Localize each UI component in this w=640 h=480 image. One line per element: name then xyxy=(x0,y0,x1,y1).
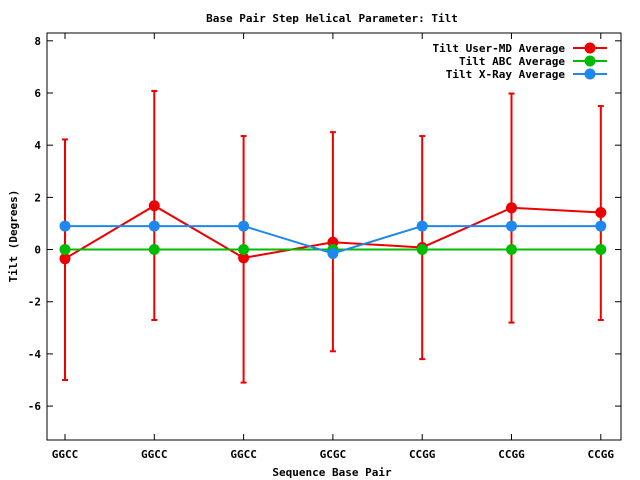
legend-label: Tilt X-Ray Average xyxy=(446,68,566,81)
data-point xyxy=(506,220,517,232)
data-point xyxy=(506,244,517,256)
data-point xyxy=(238,220,250,232)
data-point xyxy=(148,244,160,256)
x-tick-label: GGCC xyxy=(52,448,79,461)
x-tick-label: GGCC xyxy=(141,448,168,461)
data-point xyxy=(238,252,250,264)
y-tick-label: -2 xyxy=(28,296,41,309)
y-tick-label: 4 xyxy=(34,139,41,152)
y-tick-label: 8 xyxy=(34,35,41,48)
data-point xyxy=(595,206,607,218)
x-tick-label: CCGG xyxy=(588,448,615,461)
legend-swatch-marker xyxy=(584,55,596,67)
data-point xyxy=(59,244,71,256)
x-tick-label: CCGG xyxy=(409,448,436,461)
data-point xyxy=(506,202,517,214)
legend-swatch-marker xyxy=(584,68,596,80)
y-tick-label: 0 xyxy=(34,244,41,257)
x-tick-label: CCGG xyxy=(498,448,525,461)
axis-ticks: -6 -4 -2 0 2 4 6 8 GGCC GGCC GGCC GCGC CCGG CCGG CCGG xyxy=(28,33,621,461)
legend-label: Tilt ABC Average xyxy=(459,55,565,68)
data-point xyxy=(59,220,71,232)
plot-frame xyxy=(46,32,622,441)
data-point xyxy=(148,200,160,212)
series-lines xyxy=(59,200,607,265)
data-point xyxy=(595,244,607,256)
y-tick-label: -6 xyxy=(28,400,42,413)
legend-label: Tilt User-MD Average xyxy=(433,42,566,55)
data-point xyxy=(416,220,428,232)
data-point xyxy=(416,244,428,256)
y-axis-label: Tilt (Degrees) xyxy=(7,190,20,283)
y-tick-label: 2 xyxy=(34,191,41,204)
legend-swatch-marker xyxy=(584,42,596,54)
data-point xyxy=(148,220,160,232)
y-tick-label: -4 xyxy=(28,348,42,361)
y-tick-label: 6 xyxy=(34,87,41,100)
data-point xyxy=(595,220,607,232)
chart-title: Base Pair Step Helical Parameter: Tilt xyxy=(206,12,458,25)
data-point xyxy=(59,253,71,265)
x-tick-label: GGCC xyxy=(230,448,257,461)
data-point xyxy=(238,244,250,256)
x-tick-label: GCGC xyxy=(320,448,347,461)
data-point xyxy=(327,247,339,259)
x-axis-label: Sequence Base Pair xyxy=(272,466,392,479)
